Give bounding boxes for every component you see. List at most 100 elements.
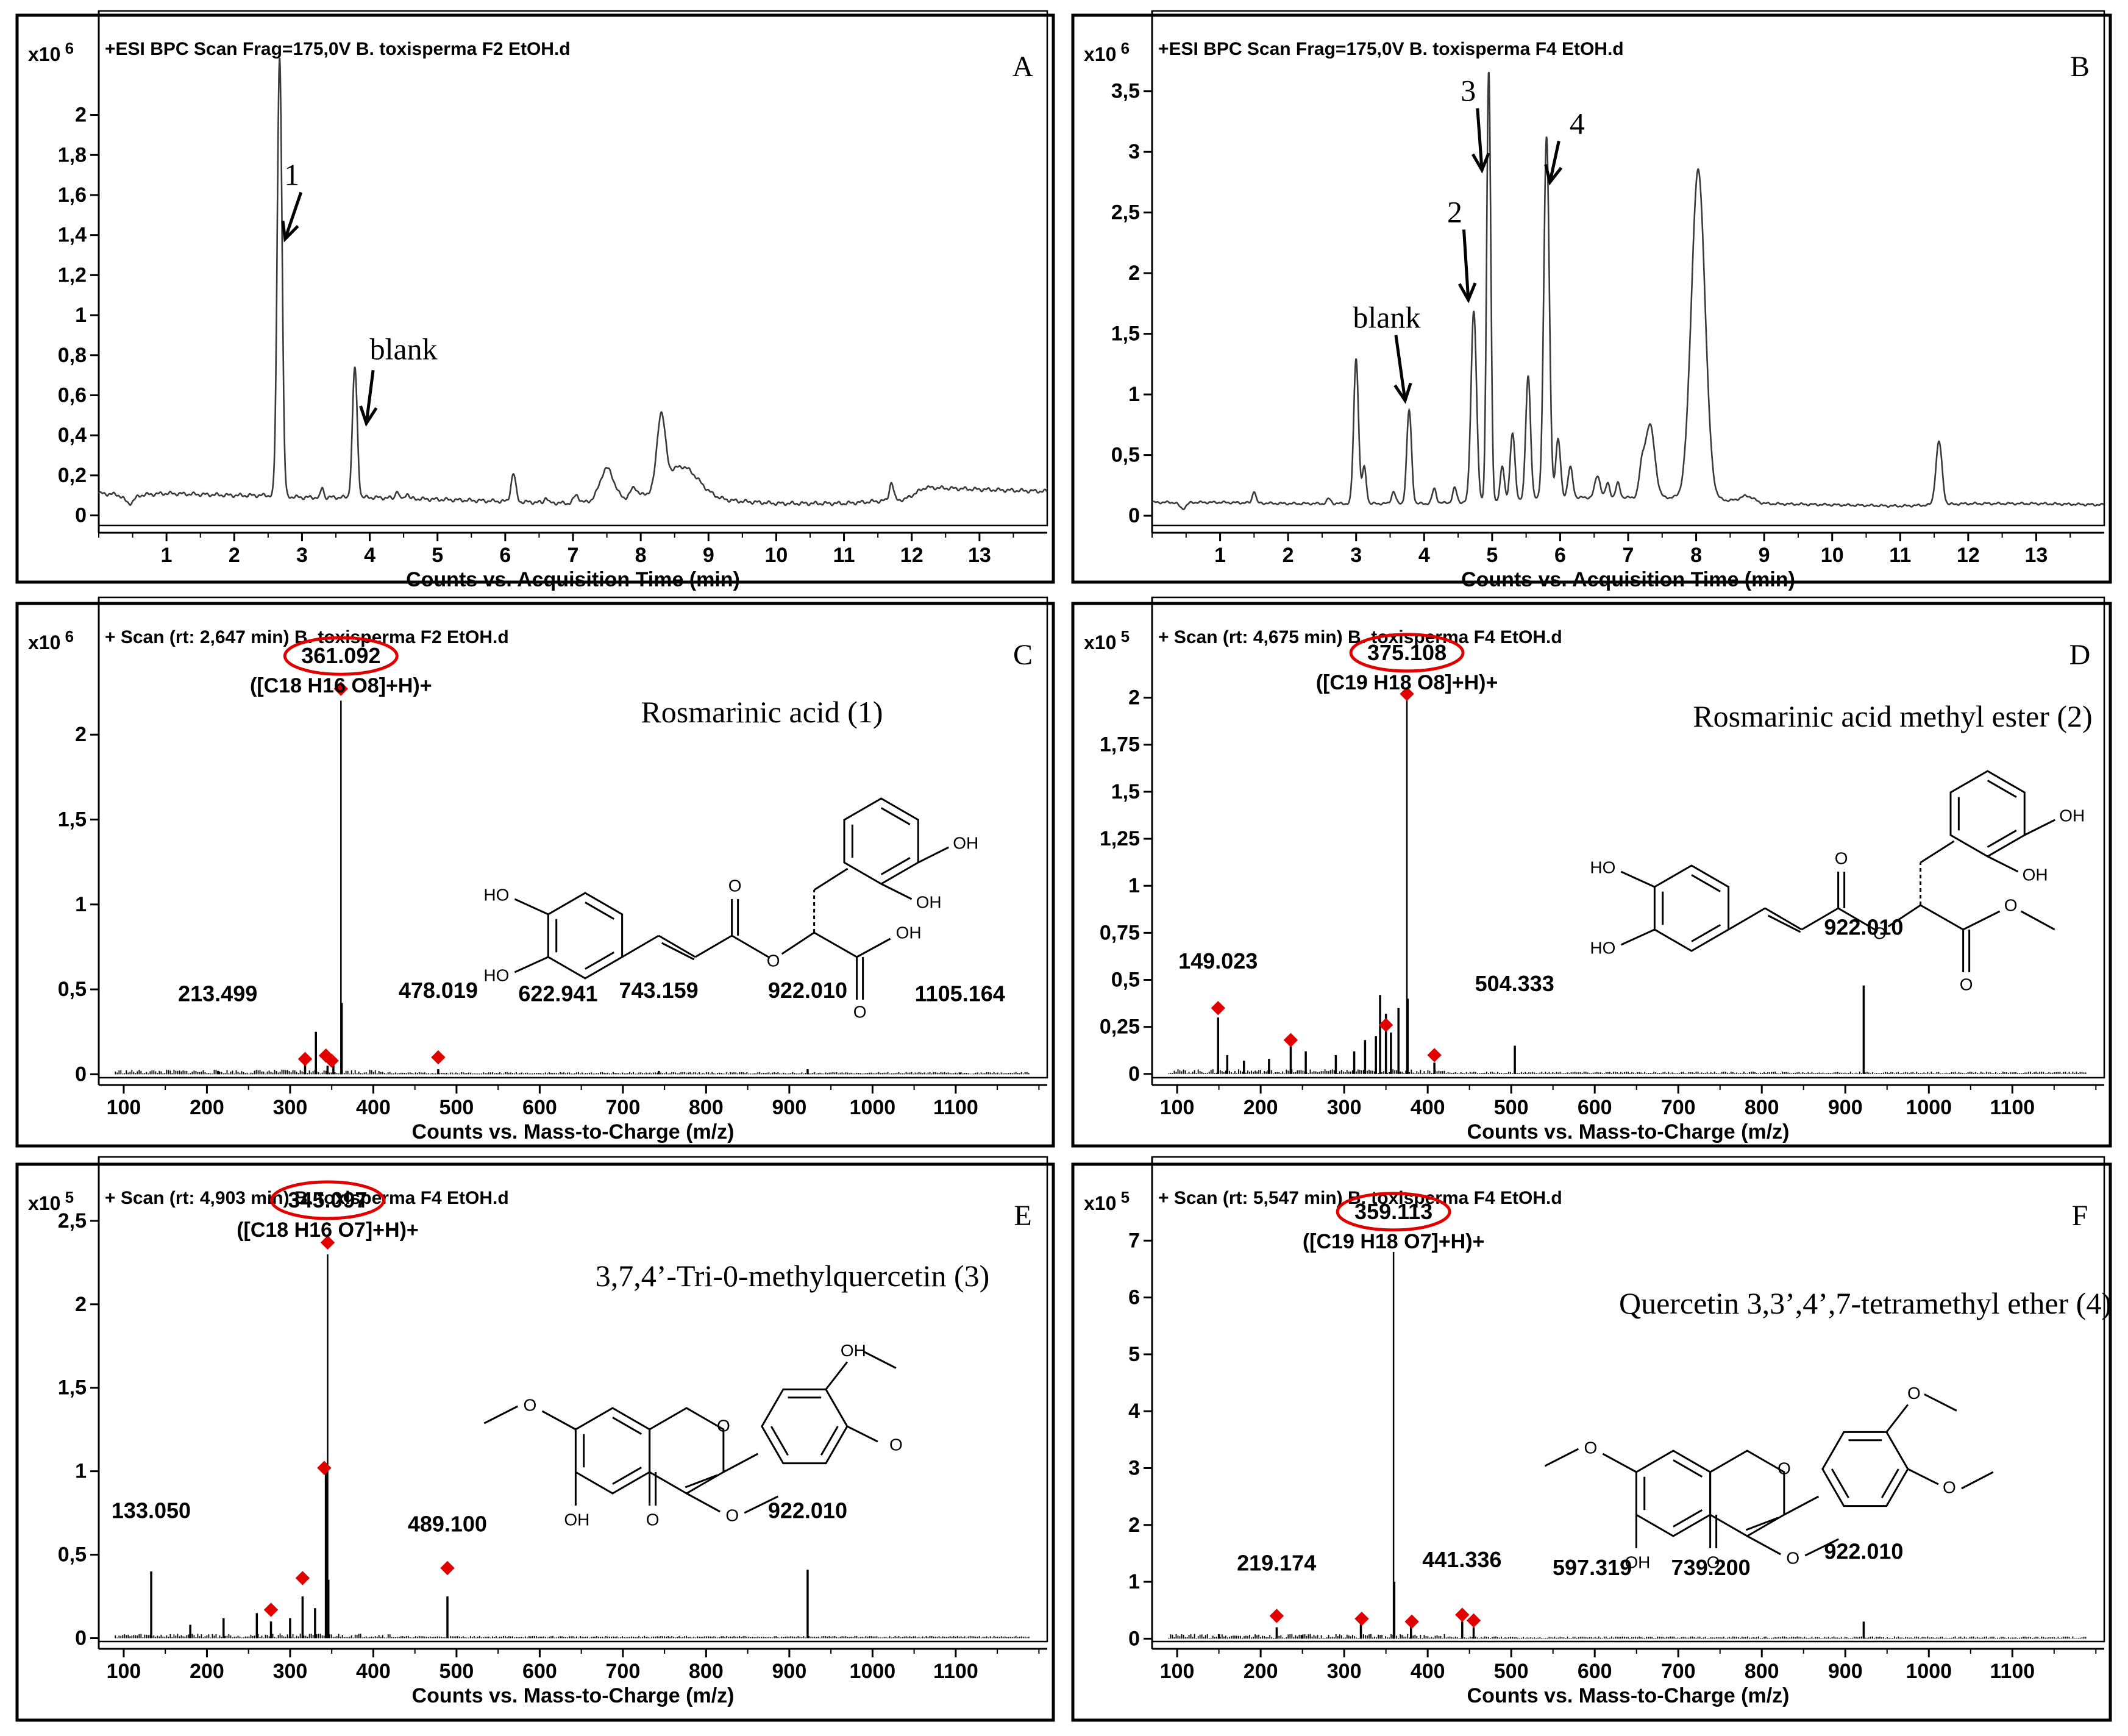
x-tick-label: 10 xyxy=(765,544,788,567)
isotope-marker xyxy=(263,1603,279,1617)
panel-letter: C xyxy=(1013,639,1033,671)
catechol-ring-left-double-bond xyxy=(1691,924,1721,942)
peak-annotation: 2 xyxy=(1447,195,1477,304)
x-tick-label: 1000 xyxy=(850,1096,896,1119)
x-tick-label: 7 xyxy=(1623,544,1634,567)
x-tick-label: 1000 xyxy=(1906,1096,1952,1119)
flavone-ring-b-double-bond xyxy=(770,1426,789,1456)
annotation-arrow-head xyxy=(1544,164,1563,186)
x-tick-label: 1 xyxy=(1214,544,1226,567)
x-axis-label: Counts vs. Acquisition Time (min) xyxy=(1461,568,1795,591)
y-scale-factor: x10 5 xyxy=(1084,1188,1130,1214)
x-tick-label: 400 xyxy=(1411,1660,1445,1683)
x-axis-label: Counts vs. Mass-to-Charge (m/z) xyxy=(412,1120,735,1144)
x-tick-label: 500 xyxy=(1494,1096,1529,1119)
peak-mz-label: 504.333 xyxy=(1475,971,1554,996)
scan-header: + Scan (rt: 2,647 min) B. toxisperma F2 … xyxy=(105,627,509,647)
x-tick-label: 900 xyxy=(1828,1096,1863,1119)
compound-name: 3,7,4’-Tri-0-methylquercetin (3) xyxy=(596,1259,990,1293)
isotope-marker xyxy=(431,1050,446,1065)
y-scale-exponent: 6 xyxy=(1116,39,1130,57)
y-tick-label: 1 xyxy=(75,893,87,916)
y-scale-base: x10 xyxy=(28,1192,60,1214)
peak-annotation: blank xyxy=(1353,301,1420,404)
x-tick-label: 12 xyxy=(1957,544,1980,567)
x-tick-label: 4 xyxy=(1418,544,1430,567)
annotation-arrow xyxy=(1462,229,1470,301)
y-tick-label: 1,6 xyxy=(58,183,87,207)
isotope-marker xyxy=(1354,1611,1369,1626)
y-tick-label: 0,5 xyxy=(58,1543,87,1567)
bond xyxy=(1961,1471,1994,1490)
y-tick-label: 1 xyxy=(1128,874,1140,897)
y-tick-label: 6 xyxy=(1128,1286,1140,1309)
y-tick-label: 0,5 xyxy=(1111,969,1140,992)
x-tick-label: 600 xyxy=(1578,1660,1612,1683)
scan-header: +ESI BPC Scan Frag=175,0V B. toxisperma … xyxy=(105,39,571,59)
y-tick-label: 1,2 xyxy=(58,263,87,286)
x-tick-label: 13 xyxy=(968,544,991,567)
x-tick-label: 7 xyxy=(568,544,579,567)
y-scale-factor: x10 5 xyxy=(1084,627,1130,653)
x-tick-label: 11 xyxy=(1889,544,1911,567)
atom-label-ho: HO xyxy=(1590,858,1615,877)
atom-label-oh: O xyxy=(889,1435,903,1454)
bond xyxy=(1887,904,1921,928)
panel-a: +ESI BPC Scan Frag=175,0V B. toxisperma … xyxy=(15,10,1055,591)
atom-label-oh: OH xyxy=(916,892,942,911)
x-tick-label: 600 xyxy=(522,1096,557,1119)
atom-label-o: O xyxy=(523,1395,536,1414)
panel-e: + Scan (rt: 4,903 min) B. toxisperma F4 … xyxy=(15,1156,1055,1722)
isotope-marker xyxy=(1400,686,1414,702)
isotope-marker xyxy=(297,1051,313,1067)
main-ion-mz: 359.113 xyxy=(1354,1199,1432,1224)
peak-mz-label: 597.319 xyxy=(1553,1555,1632,1580)
x-tick-label: 400 xyxy=(356,1660,391,1683)
main-ion-formula: ([C18 H16 O7]+H)+ xyxy=(237,1218,419,1242)
peak-mz-label: 622.941 xyxy=(518,981,597,1006)
bond xyxy=(723,1453,759,1473)
x-tick-label: 300 xyxy=(1327,1096,1362,1119)
peak-mz-label: 149.023 xyxy=(1178,948,1258,973)
x-tick-label: 1100 xyxy=(933,1096,978,1119)
y-scale-exponent: 5 xyxy=(1116,1188,1130,1206)
x-tick-label: 800 xyxy=(1745,1660,1779,1683)
y-tick-label: 2 xyxy=(75,723,87,746)
bond xyxy=(621,934,660,958)
bond xyxy=(686,1492,721,1513)
atom-label-o: O xyxy=(1786,1548,1799,1567)
panel-d: + Scan (rt: 4,675 min) B. toxisperma F4 … xyxy=(1071,596,2112,1148)
y-tick-label: 4 xyxy=(1128,1400,1140,1423)
isotope-marker xyxy=(320,1235,335,1250)
bond xyxy=(1746,1535,1781,1556)
bond xyxy=(658,934,696,958)
x-tick-label: 900 xyxy=(1828,1660,1863,1683)
panel-border xyxy=(1071,13,2112,584)
bond xyxy=(1764,907,1802,931)
atom-label-o: O xyxy=(1907,1384,1921,1403)
y-scale-base: x10 xyxy=(28,43,60,65)
annotation-arrow-head xyxy=(359,405,378,427)
annotation-label: 2 xyxy=(1447,195,1462,229)
y-scale-factor: x10 5 xyxy=(28,1188,74,1214)
x-tick-label: 300 xyxy=(273,1660,308,1683)
bond xyxy=(1602,1453,1637,1473)
y-tick-label: 0 xyxy=(1128,1062,1140,1086)
catechol-ring-right-double-bond xyxy=(1987,830,2017,848)
atom-label-o: O xyxy=(2004,895,2018,914)
y-tick-label: 1,5 xyxy=(1111,322,1140,346)
atom-label-o: O xyxy=(767,951,780,970)
main-ion-mz: 375.108 xyxy=(1367,640,1447,665)
bond xyxy=(917,846,949,864)
atom-label-ring-o: O xyxy=(1777,1459,1791,1478)
atom-label-oh: OH xyxy=(564,1510,589,1529)
y-tick-label: 1,5 xyxy=(1111,780,1140,803)
bond xyxy=(1920,904,1964,931)
atom-label-o: O xyxy=(725,1506,739,1524)
x-tick-label: 700 xyxy=(606,1096,641,1119)
annotation-arrow-head xyxy=(1471,152,1490,174)
x-tick-label: 8 xyxy=(635,544,647,567)
bond xyxy=(813,931,858,958)
x-tick-label: 700 xyxy=(1661,1096,1696,1119)
